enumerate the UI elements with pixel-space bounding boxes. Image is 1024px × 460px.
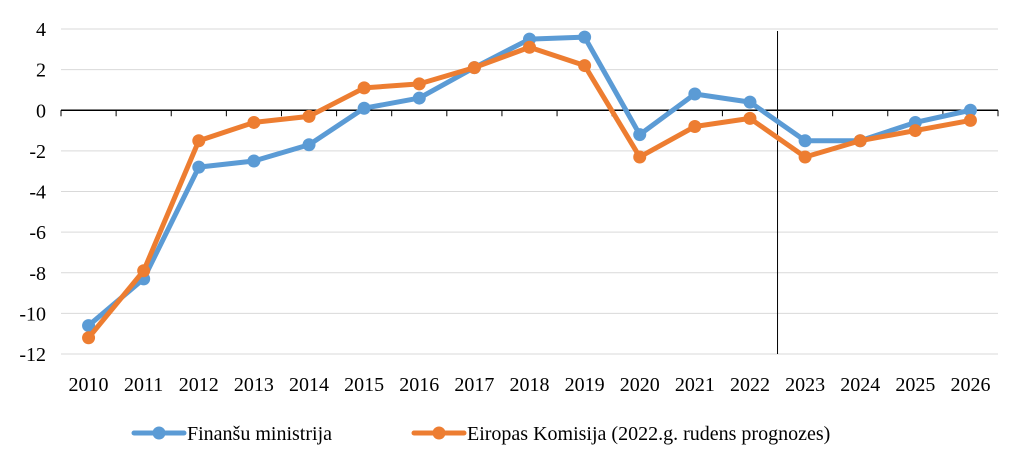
x-tick-label: 2023 [785, 374, 825, 396]
x-tick-label: 2017 [454, 374, 494, 396]
x-tick-label: 2014 [289, 374, 329, 396]
y-tick-label: -8 [29, 263, 46, 285]
data-point [192, 160, 206, 174]
legend-item: Eiropas Komisija (2022.g. rudens prognoz… [411, 423, 830, 445]
data-point [247, 115, 261, 129]
data-point [963, 103, 977, 117]
data-point [908, 124, 922, 138]
data-point [963, 113, 977, 127]
data-point [798, 134, 812, 148]
y-tick-label: -6 [29, 222, 46, 244]
data-point [302, 109, 316, 123]
data-point [743, 111, 757, 125]
x-tick-label: 2020 [620, 374, 660, 396]
x-tick-label: 2025 [895, 374, 935, 396]
data-point [743, 95, 757, 109]
x-tick-label: 2010 [69, 374, 109, 396]
legend-swatch-marker [152, 426, 166, 440]
legend-swatch-marker [432, 426, 446, 440]
data-point [853, 134, 867, 148]
data-point [137, 264, 151, 278]
data-point [688, 120, 702, 133]
data-point [578, 59, 592, 73]
data-point [798, 150, 812, 164]
x-tick-label: 2012 [179, 374, 219, 396]
data-point [412, 77, 426, 91]
data-point [192, 134, 206, 148]
x-tick-labels: 2010 2011 2012 2013 2014 2015 2016 2017 2018 2019… [69, 374, 991, 396]
y-tick-label: -4 [29, 182, 46, 204]
data-point [412, 91, 426, 105]
y-tick-label: 4 [36, 19, 46, 41]
data-point [357, 101, 371, 115]
series-1 [82, 40, 977, 345]
y-tick-label: -10 [19, 303, 46, 325]
x-tick-label: 2026 [950, 374, 990, 396]
data-point [688, 87, 702, 101]
x-tick-label: 2021 [675, 374, 715, 396]
legend-label: Finanšu ministrija [187, 423, 332, 445]
y-tick-label: 0 [36, 100, 46, 122]
data-point [633, 150, 647, 164]
axes [60, 31, 999, 354]
x-tick-label: 2018 [510, 374, 550, 396]
x-tick-label: 2016 [399, 374, 439, 396]
data-point [82, 331, 96, 345]
x-tick-label: 2019 [565, 374, 605, 396]
data-point [302, 138, 316, 152]
series-line [86, 44, 973, 341]
x-tick-label: 2011 [124, 374, 163, 396]
data-point [633, 128, 647, 142]
series-0 [82, 30, 977, 333]
legend: Finanšu ministrija Eiropas Komisija (2022… [131, 423, 830, 445]
legend-label: Eiropas Komisija (2022.g. rudens prognoz… [467, 423, 830, 445]
y-tick-label: -12 [19, 344, 46, 366]
data-point [247, 154, 261, 168]
data-point [357, 81, 371, 95]
x-tick-label: 2013 [234, 374, 274, 396]
x-tick-label: 2015 [344, 374, 384, 396]
y-tick-label: -2 [29, 141, 46, 163]
x-tick-label: 2024 [840, 374, 880, 396]
series-lines [82, 30, 977, 345]
data-point [467, 61, 481, 75]
data-point [82, 319, 96, 333]
data-point [523, 40, 536, 54]
x-tick-label: 2022 [730, 374, 770, 396]
gridlines [61, 28, 998, 355]
data-point [578, 30, 592, 44]
y-tick-label: 2 [36, 60, 46, 82]
series-line [86, 34, 973, 329]
y-tick-labels: 4 2 0 -2 -4 -6 -8 -10 -12 [19, 19, 46, 366]
legend-item: Finanšu ministrija [131, 423, 332, 445]
